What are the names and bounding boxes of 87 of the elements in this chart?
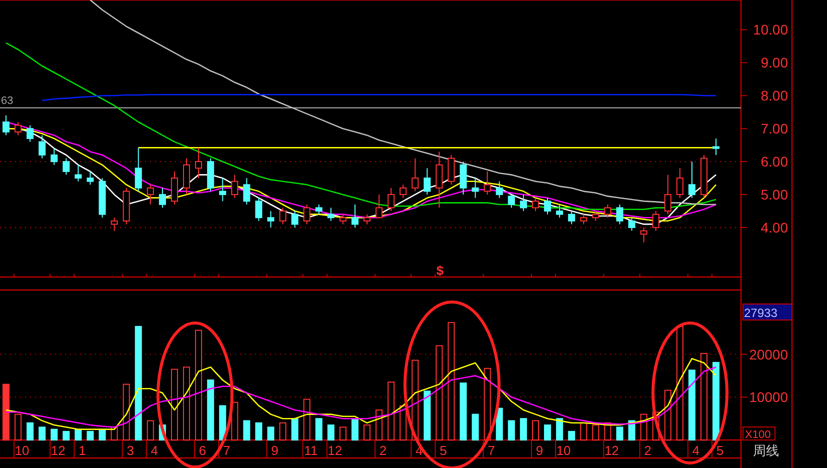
bar (183, 366, 190, 440)
bar (496, 408, 503, 440)
bar (134, 326, 142, 440)
y-tick-label: 10000 (749, 389, 788, 406)
bar (712, 362, 720, 440)
bar (231, 402, 238, 440)
x-tick-label: 4 (150, 443, 158, 458)
bar (98, 428, 106, 440)
bar (700, 352, 708, 440)
bar (688, 370, 696, 440)
bar (544, 424, 552, 440)
bar (520, 418, 527, 440)
y-tick-label: 8.00 (760, 88, 788, 104)
bar (484, 368, 491, 440)
bar (532, 420, 539, 440)
bar (568, 430, 576, 440)
bar (62, 430, 70, 440)
bar (26, 422, 34, 440)
bar (400, 405, 407, 440)
y-tick-label: 5.00 (760, 186, 788, 203)
bar (303, 398, 310, 440)
x-tick-label: 9 (271, 443, 278, 458)
bar (376, 410, 383, 440)
y-tick-label: 9.00 (760, 54, 788, 71)
x-tick-label: 10 (14, 443, 30, 458)
x-tick-label: 12 (50, 443, 66, 458)
bar (388, 382, 395, 440)
bar (364, 424, 371, 440)
bar (580, 422, 588, 440)
x-tick-label: 3 (126, 443, 134, 458)
x-tick-label: 5 (716, 443, 724, 458)
bar (664, 390, 672, 440)
annotation: $ (436, 263, 444, 278)
x-tick-label: 6 (198, 443, 206, 458)
bar (616, 426, 624, 440)
bar (339, 426, 346, 440)
bar (351, 418, 358, 440)
bar (436, 345, 443, 440)
bar (14, 414, 22, 440)
bar (146, 420, 154, 440)
bar (74, 428, 82, 440)
bar (592, 424, 600, 440)
bar (448, 322, 455, 440)
bar (460, 382, 467, 440)
bar (267, 426, 274, 440)
text: X100 (745, 429, 771, 441)
bar (279, 422, 286, 440)
x-tick-label: 2 (644, 443, 652, 458)
bar (327, 424, 334, 440)
bar (170, 368, 178, 440)
x-tick-label: 10 (556, 443, 571, 458)
x-tick-label: 2 (379, 443, 387, 458)
y-tick-label: 7.00 (760, 120, 788, 137)
y-tick-label: 4.00 (760, 220, 788, 236)
bar (207, 380, 214, 440)
x-tick-label: 1 (78, 443, 86, 458)
x-tick-label: 5 (440, 443, 447, 458)
y-tick-label: 10.00 (752, 22, 788, 38)
x-tick-label: 4 (692, 443, 700, 458)
y-tick-label: 6.00 (760, 154, 788, 170)
bar (315, 418, 322, 440)
bar (424, 390, 431, 440)
bar (472, 414, 479, 440)
bar (38, 426, 46, 440)
bar (556, 418, 564, 440)
bar (219, 405, 226, 440)
x-tick-label: 12 (604, 443, 619, 458)
bar (122, 384, 130, 440)
bar (255, 422, 262, 440)
x-tick-label: 12 (328, 443, 342, 458)
bar (676, 326, 684, 440)
bar (508, 420, 515, 440)
bar (2, 384, 10, 440)
y-tick-label: 20000 (749, 346, 788, 362)
line-series (41, 94, 717, 102)
x-tick-label: 11 (304, 443, 318, 458)
text: 周线 (753, 443, 779, 458)
bar (50, 428, 58, 440)
bar (195, 330, 202, 440)
bar (86, 430, 94, 440)
x-tick-label: 7 (223, 443, 230, 458)
x-tick-label: 7 (488, 443, 495, 458)
bar (291, 418, 298, 440)
annotation: 63 (1, 94, 14, 107)
bar (243, 420, 250, 440)
x-tick-label: 9 (536, 443, 544, 458)
text: 27933 (744, 306, 778, 320)
